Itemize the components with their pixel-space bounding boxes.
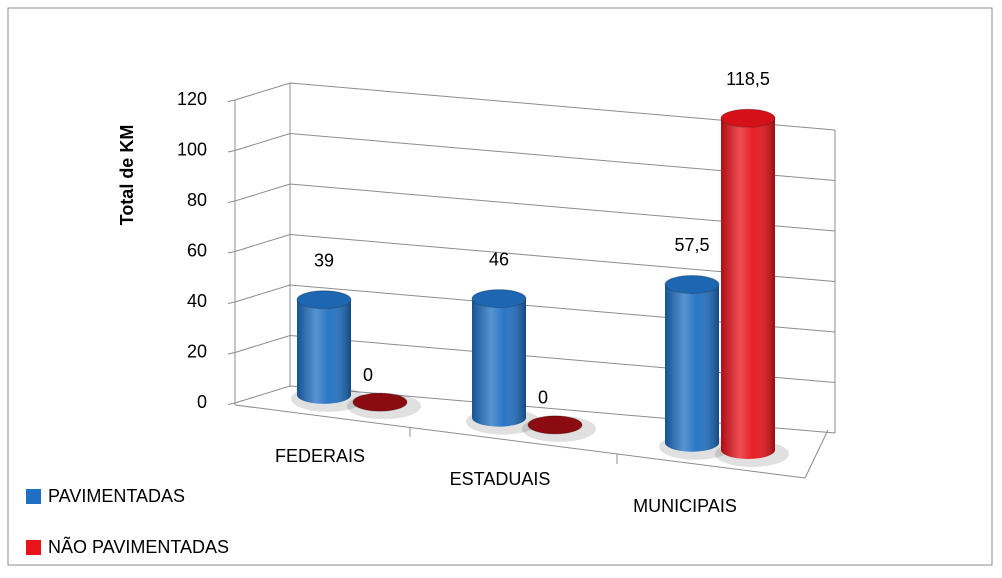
- bar-top-shade: [721, 109, 775, 128]
- legend-swatch: [26, 489, 41, 504]
- data-label: 0: [538, 388, 548, 408]
- grid-line: [227, 82, 836, 131]
- bar-top-shade: [528, 415, 582, 434]
- legend-label: NÃO PAVIMENTADAS: [48, 536, 229, 557]
- grid-line: [227, 233, 836, 282]
- legend-label: PAVIMENTADAS: [48, 486, 185, 506]
- bar-top: [352, 392, 408, 412]
- bar-shading: [472, 298, 526, 427]
- floor-front-edge: [234, 404, 806, 479]
- bar-top-shade: [472, 289, 526, 308]
- bar-top-shade: [665, 275, 719, 294]
- bar-top-shade: [353, 393, 407, 412]
- floor-right-edge: [804, 429, 829, 479]
- x-tick-label: MUNICIPAIS: [633, 496, 737, 516]
- legend-swatch: [26, 540, 41, 555]
- x-tick-label: ESTADUAIS: [450, 469, 551, 489]
- bar-top-shade: [297, 290, 351, 309]
- data-label: 46: [489, 249, 509, 269]
- data-label: 118,5: [726, 69, 770, 89]
- y-tick-label: 120: [177, 89, 207, 109]
- data-label: 57,5: [674, 235, 709, 255]
- y-tick-label: 80: [187, 190, 207, 210]
- y-tick-label: 20: [187, 341, 207, 361]
- bar-top: [527, 415, 583, 435]
- bar-top: [664, 274, 720, 294]
- y-tick-label: 40: [187, 291, 207, 311]
- bar-top: [720, 108, 776, 128]
- grid-line: [227, 334, 836, 383]
- grid-line: [227, 284, 836, 333]
- data-label: 39: [314, 250, 334, 270]
- grid-line: [227, 385, 836, 434]
- y-tick-label: 60: [187, 240, 207, 260]
- bar-shading: [721, 118, 775, 459]
- bar-shading: [297, 299, 351, 404]
- y-tick-label: 100: [177, 139, 207, 159]
- bar-top: [296, 290, 352, 310]
- bar-top: [471, 289, 527, 309]
- data-label: 0: [363, 365, 373, 385]
- grid-line: [227, 132, 836, 181]
- y-tick-label: 0: [197, 392, 207, 412]
- bar-shading: [665, 284, 719, 452]
- y-axis-label: Total de KM: [117, 125, 137, 226]
- x-tick-label: FEDERAIS: [275, 446, 365, 466]
- grid-line: [227, 183, 836, 232]
